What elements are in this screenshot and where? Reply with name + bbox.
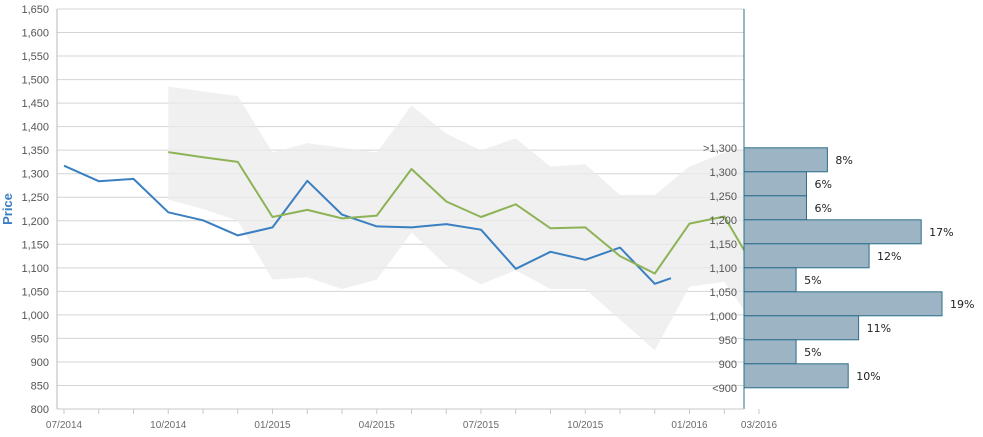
y-tick-label: 1,450 <box>21 98 49 110</box>
y-tick-label: 1,350 <box>21 145 49 157</box>
histogram-bar-label: 12% <box>877 250 901 263</box>
y-tick-label: 800 <box>31 404 49 416</box>
histogram-bin-label: 1,100 <box>709 263 737 275</box>
histogram-bar-label: 17% <box>929 226 953 239</box>
y-tick-label: 1,600 <box>21 28 49 40</box>
histogram-bin-label: 1,250 <box>709 191 737 203</box>
x-axis-ticks: 07/2014 10/2014 01/2015 04/2015 07/2015 10/20… <box>46 409 778 431</box>
histogram-bar-label: 5% <box>804 274 821 287</box>
histogram-bar-4 <box>743 243 870 269</box>
y-tick-label: 1,200 <box>21 216 49 228</box>
y-tick-label: 1,650 <box>21 4 49 16</box>
y-tick-label: 1,250 <box>21 192 49 204</box>
histogram-bar-0 <box>743 147 828 173</box>
histogram-bin-label: 950 <box>719 335 737 347</box>
histogram-bin-label: >1,300 <box>703 143 737 155</box>
x-tick-label: 01/2015 <box>254 420 291 431</box>
y-tick-label: 1,000 <box>21 310 49 322</box>
x-tick-label: 04/2015 <box>359 420 396 431</box>
histogram-bar-7 <box>743 315 860 341</box>
series-line-0 <box>63 164 672 285</box>
y-tick-label: 950 <box>31 333 49 345</box>
histogram-bar-5 <box>743 267 797 293</box>
histogram-bar-label: 19% <box>950 298 974 311</box>
y-tick-label: 1,300 <box>21 169 49 181</box>
histogram-bar-label: 6% <box>815 202 832 215</box>
price-distribution-histogram: >1,300 1,300 1,250 1,200 1,150 1,100 1,050 1,00… <box>703 143 974 395</box>
histogram-bin-label: <900 <box>712 383 737 395</box>
x-tick-label: 07/2014 <box>46 420 83 431</box>
y-tick-label: 900 <box>31 357 49 369</box>
forecast-band-area <box>168 86 760 351</box>
price-series <box>63 151 776 285</box>
series-line-1 <box>168 151 776 277</box>
histogram-bar-6 <box>743 291 943 317</box>
histogram-bin-label: 1,050 <box>709 287 737 299</box>
histogram-bar-2 <box>743 195 807 221</box>
y-tick-label: 1,400 <box>21 122 49 134</box>
x-tick-label: 01/2016 <box>671 420 708 431</box>
histogram-bin-label: 1,150 <box>709 239 737 251</box>
x-tick-label: 10/2015 <box>567 420 604 431</box>
x-tick-label: 03/2016 <box>741 420 778 431</box>
x-tick-label: 07/2015 <box>463 420 500 431</box>
histogram-bar-9 <box>743 363 849 389</box>
y-tick-label: 1,550 <box>21 51 49 63</box>
y-tick-label: 850 <box>31 380 49 392</box>
y-tick-label: 1,050 <box>21 286 49 298</box>
y-axis-label: Price <box>0 193 15 225</box>
histogram-bin-label: 1,200 <box>709 215 737 227</box>
y-tick-label: 1,100 <box>21 263 49 275</box>
y-tick-label: 1,500 <box>21 75 49 87</box>
forecast-band <box>168 86 760 351</box>
histogram-bar-label: 8% <box>835 154 852 167</box>
histogram-bar-label: 6% <box>815 178 832 191</box>
histogram-bar-8 <box>743 339 797 365</box>
histogram-bar-label: 10% <box>856 370 880 383</box>
histogram-bin-label: 1,000 <box>709 311 737 323</box>
histogram-bar-3 <box>743 219 922 245</box>
y-tick-label: 1,150 <box>21 239 49 251</box>
histogram-bin-label: 900 <box>719 359 737 371</box>
histogram-bin-label: 1,300 <box>709 167 737 179</box>
y-axis-ticks: 800 850 900 950 1,000 1,050 1,100 1,150 1,200 1,2… <box>21 4 49 416</box>
histogram-bar-1 <box>743 171 807 197</box>
histogram-bar-label: 5% <box>804 346 821 359</box>
x-tick-label: 10/2014 <box>150 420 187 431</box>
histogram-bar-label: 11% <box>867 322 891 335</box>
